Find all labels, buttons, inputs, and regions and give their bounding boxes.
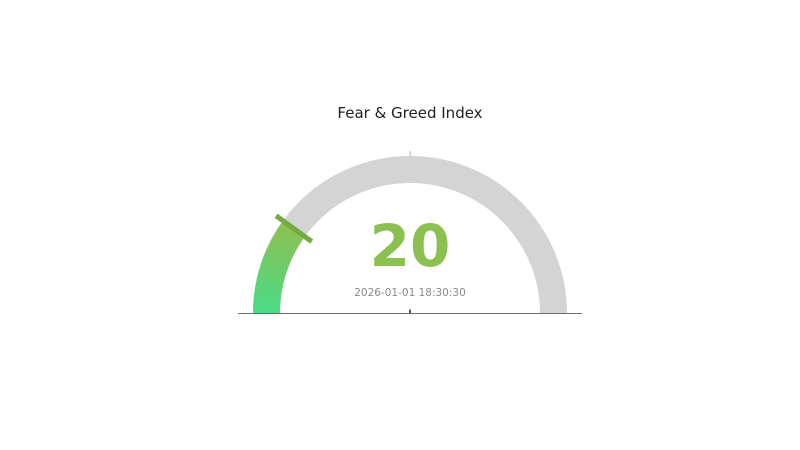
gauge-value: 20 <box>369 212 451 280</box>
gauge-progress-arc <box>253 220 306 314</box>
gauge-value-tick <box>274 213 314 244</box>
gauge-timestamp: 2026-01-01 18:30:30 <box>354 287 466 299</box>
chart-title: Fear & Greed Index <box>337 104 483 122</box>
gauge-pivot-dot <box>409 309 411 313</box>
gauge-top-notch <box>409 151 411 156</box>
